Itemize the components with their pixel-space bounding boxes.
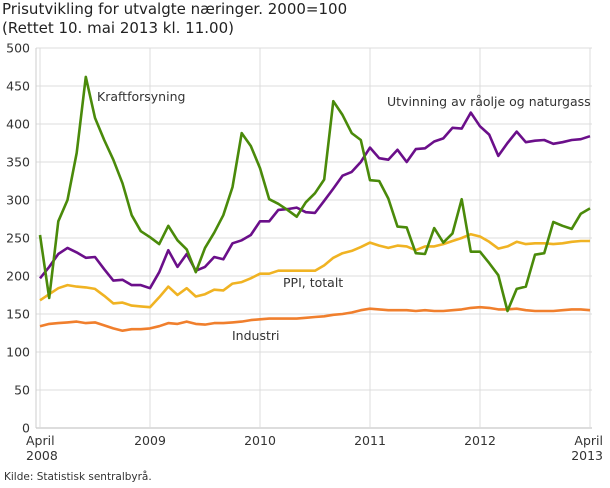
label-utvinning: Utvinning av råolje og naturgass (387, 94, 591, 109)
x-tick-label: 2008 (26, 448, 58, 463)
chart-subtitle: (Rettet 10. mai 2013 kl. 11.00) (2, 19, 234, 37)
chart-title: Prisutvikling for utvalgte næringer. 200… (2, 0, 347, 38)
x-tick-label: April (26, 433, 55, 448)
y-tick-label: 50 (14, 383, 30, 398)
y-tick-label: 200 (6, 269, 30, 284)
series-labels: Kraftforsyning Utvinning av råolje og na… (97, 89, 591, 343)
source-note: Kilde: Statistisk sentralbyrå. (4, 471, 152, 483)
x-tick-label: 2013 (571, 448, 603, 463)
series-line-ppi-totalt (39, 232, 590, 309)
x-tick-label: 2012 (464, 433, 496, 448)
y-tick-label: 150 (6, 307, 30, 322)
x-tick-label: April (574, 433, 603, 448)
chart-title-line: Prisutvikling for utvalgte næringer. 200… (2, 0, 348, 18)
label-industri: Industri (232, 328, 280, 343)
x-tick-label: 2009 (134, 433, 166, 448)
y-tick-label: 350 (6, 155, 30, 170)
y-tick-label: 500 (6, 41, 30, 56)
label-kraftforsyning: Kraftforsyning (97, 89, 185, 104)
y-tick-label: 250 (6, 231, 30, 246)
series-lines (38, 75, 591, 332)
y-tick-label: 300 (6, 193, 30, 208)
y-axis: 0 50 100 150 200 250 300 350 400 450 500 (6, 41, 30, 436)
x-tick-label: 2011 (354, 433, 386, 448)
y-tick-label: 0 (22, 421, 30, 436)
y-tick-label: 400 (6, 117, 30, 132)
y-tick-label: 100 (6, 345, 30, 360)
y-tick-label: 450 (6, 79, 30, 94)
series-line-industri (39, 305, 591, 332)
series-line-kraftforsyning (38, 75, 591, 313)
label-ppi-totalt: PPI, totalt (283, 275, 343, 290)
gridlines (35, 47, 592, 429)
x-tick-label: 2010 (244, 433, 276, 448)
series-line-utvinning-av-råolje-og-naturgass (38, 111, 591, 290)
